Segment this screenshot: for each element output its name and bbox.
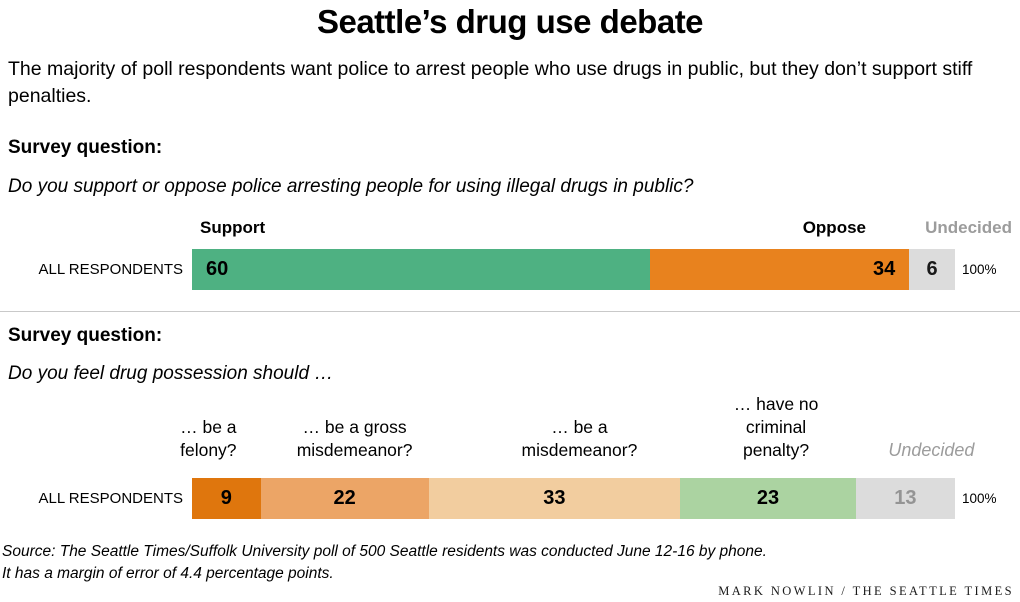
survey-question-label-2: Survey question:: [8, 325, 163, 346]
total-percent-2: 100%: [962, 491, 997, 506]
oppose-label: Oppose: [802, 218, 866, 237]
credit-byline: MARK NOWLIN / THE SEATTLE TIMES: [718, 584, 1014, 598]
support-label: Support: [200, 218, 266, 237]
bar1-segment-support: 60: [192, 249, 650, 290]
row-label-all-respondents-2: ALL RESPONDENTS: [38, 490, 184, 507]
total-percent-1: 100%: [962, 262, 997, 277]
section-divider: [0, 311, 1020, 312]
bar2-value-undecided: 13: [894, 487, 917, 509]
bar2-segment-undecided: 13: [855, 478, 955, 519]
bar1-segment-undecided: 6: [909, 249, 955, 290]
bar1-value-undecided: 6: [926, 258, 938, 280]
row-label-all-respondents-1: ALL RESPONDENTS: [38, 261, 184, 278]
survey-question-text-1: Do you support or oppose police arrestin…: [8, 176, 694, 197]
bar2-segment-no-criminal-penalty: 23: [680, 478, 856, 519]
felony-label: … be a felony?: [180, 417, 237, 460]
misdemeanor-label: … be a misdemeanor?: [521, 417, 638, 460]
bar1-value-oppose: 34: [872, 258, 896, 280]
bar2-segment-misdemeanor: 33: [428, 478, 681, 519]
bar1-segment-oppose: 34: [649, 249, 910, 290]
bar2-value-misdemeanor: 33: [543, 487, 566, 509]
bar2-value-felony: 9: [220, 487, 232, 509]
bar2-value-no-criminal-penalty: 23: [756, 487, 780, 509]
survey-question-text-2: Do you feel drug possession should …: [8, 363, 334, 384]
bar2-segment-gross-misdemeanor: 22: [260, 478, 429, 519]
page-title: Seattle’s drug use debate: [316, 3, 704, 40]
stacked-bar-chart-2: 9 22 33 23 13: [192, 478, 955, 519]
no-criminal-penalty-label: … have no criminal penalty?: [733, 394, 819, 460]
bar2-value-gross-misdemeanor: 22: [333, 487, 356, 509]
source-note: Source: The Seattle Times/Suffolk Univer…: [2, 543, 767, 582]
bar1-value-support: 60: [206, 258, 229, 280]
undecided-label-2: Undecided: [888, 440, 975, 460]
survey-question-label-1: Survey question:: [8, 137, 163, 158]
gross-misdemeanor-label: … be a gross misdemeanor?: [296, 417, 413, 460]
chart1-segment-labels: Support Oppose Undecided: [192, 218, 1012, 242]
intro-text: The majority of poll respondents want po…: [8, 58, 973, 107]
stacked-bar-chart-1: 60 34 6: [192, 249, 955, 290]
bar2-segment-felony: 9: [192, 478, 261, 519]
chart2-segment-labels: … be a felony? … be a gross misdemeanor?…: [180, 372, 974, 468]
undecided-label: Undecided: [925, 218, 1012, 237]
